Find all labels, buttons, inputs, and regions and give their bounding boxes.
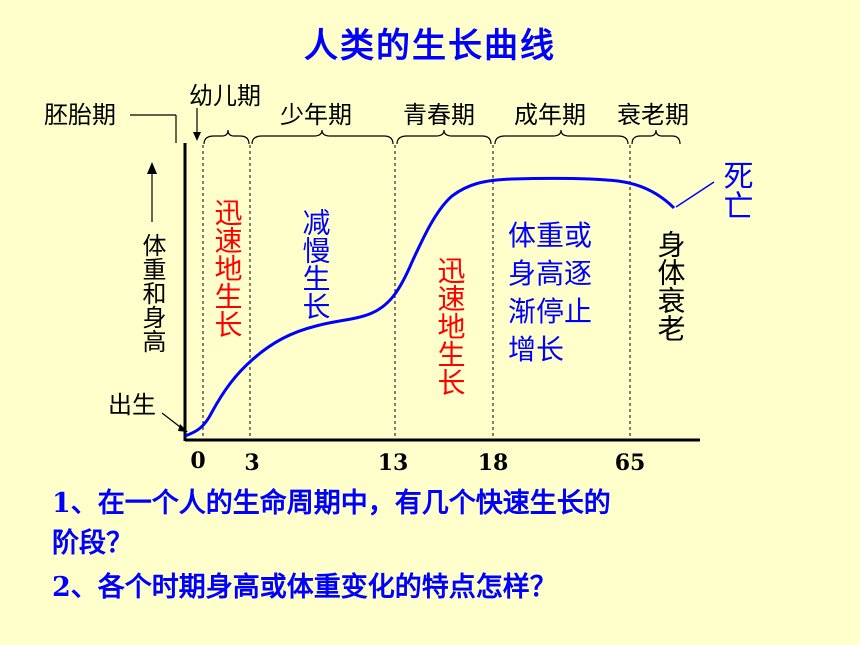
brace-adult bbox=[494, 129, 629, 145]
stage-label-adolescence: 青春期 bbox=[403, 101, 475, 129]
slide-title: 人类的生长曲线 bbox=[304, 26, 556, 66]
annotation-decline: 身体衰老 bbox=[654, 230, 687, 342]
death-pointer bbox=[675, 181, 715, 208]
stage-label-youth: 少年期 bbox=[280, 101, 352, 129]
infant-pointer-head bbox=[193, 132, 201, 141]
question-2: 2、各个时期身高或体重变化的特点怎样？ bbox=[52, 572, 557, 603]
annotation-plateau-line-4: 增长 bbox=[508, 333, 564, 366]
question-1: 1、在一个人的生命周期中，有几个快速生长的 阶段？ bbox=[52, 484, 832, 564]
annotation-plateau-line-3: 渐停止 bbox=[508, 295, 592, 328]
stage-label-infant: 幼儿期 bbox=[189, 82, 261, 110]
x-tick-3: 3 bbox=[244, 450, 259, 476]
annotation-plateau-line-1: 体重或 bbox=[508, 219, 592, 252]
x-tick-18: 18 bbox=[478, 450, 509, 476]
stage-label-old-age: 衰老期 bbox=[617, 101, 689, 129]
annotation-plateau-line-2: 身高逐 bbox=[508, 257, 592, 290]
brace-adolescence bbox=[396, 129, 492, 145]
annotation-slow: 减慢生长 bbox=[299, 208, 332, 320]
question-1-line-2: 阶段？ bbox=[52, 528, 133, 559]
y-label-arrow-head bbox=[147, 162, 157, 174]
x-tick-0: 0 bbox=[190, 448, 205, 474]
growth-curve bbox=[184, 176, 676, 438]
x-tick-13: 13 bbox=[378, 450, 409, 476]
question-1-line-1: 1、在一个人的生命周期中，有几个快速生长的 bbox=[52, 488, 611, 519]
birth-pointer-head bbox=[178, 424, 188, 432]
death-label: 死亡 bbox=[718, 160, 753, 220]
y-axis-label: 体重和身高 bbox=[138, 233, 166, 353]
stage-label-adult: 成年期 bbox=[514, 101, 586, 129]
brace-youth bbox=[251, 129, 394, 145]
stage-label-embryo: 胚胎期 bbox=[44, 101, 116, 129]
annotation-rapid-1: 迅速地生长 bbox=[211, 198, 244, 338]
growth-curve-diagram: 胚胎期 幼儿期 少年期 青春期 成年期 衰老期 0 3 13 18 65 出生 … bbox=[44, 82, 753, 476]
x-tick-65: 65 bbox=[615, 450, 646, 476]
brace-infant bbox=[203, 129, 250, 145]
brace-old-age bbox=[631, 129, 681, 145]
birth-label: 出生 bbox=[108, 391, 156, 419]
annotation-rapid-2: 迅速地生长 bbox=[434, 256, 467, 396]
